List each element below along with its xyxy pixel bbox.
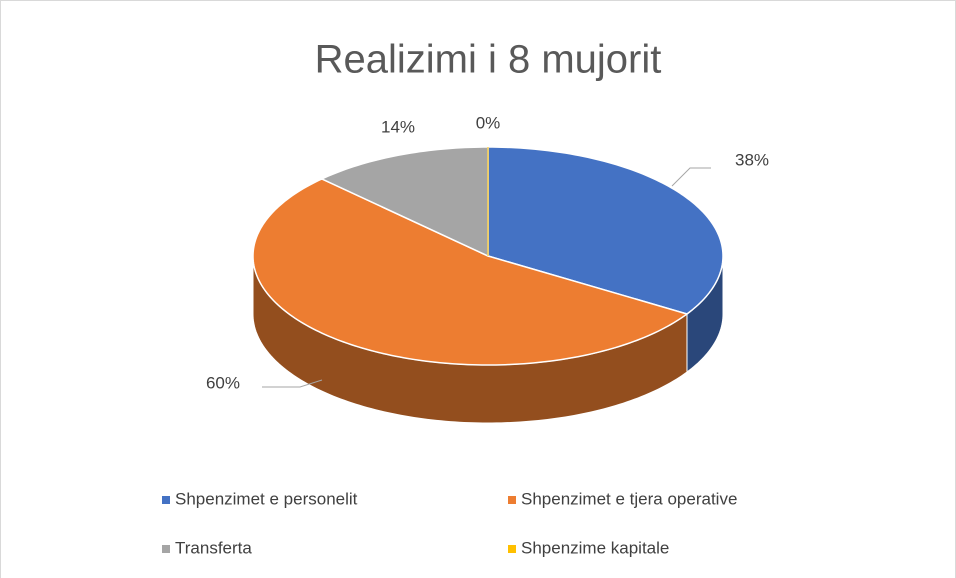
data-label: 0% <box>476 113 501 132</box>
data-label: 14% <box>381 117 415 136</box>
slice <box>320 146 489 258</box>
legend-label: Shpenzimet e personelit <box>175 489 358 508</box>
leader-line <box>671 167 711 187</box>
data-label: 38% <box>735 150 769 169</box>
legend-marker <box>508 496 516 504</box>
legend-label: Transferta <box>175 538 252 557</box>
legend-marker <box>508 545 516 553</box>
data-label: 60% <box>206 373 240 392</box>
legend-marker <box>162 496 170 504</box>
chart-title: Realizimi i 8 mujorit <box>315 38 662 82</box>
slice <box>487 146 724 315</box>
legend-marker <box>162 545 170 553</box>
leader-line <box>262 379 323 388</box>
legend-label: Shpenzimet e tjera operative <box>521 489 737 508</box>
slice <box>252 178 689 366</box>
legend-label: Shpenzime kapitale <box>521 538 669 557</box>
